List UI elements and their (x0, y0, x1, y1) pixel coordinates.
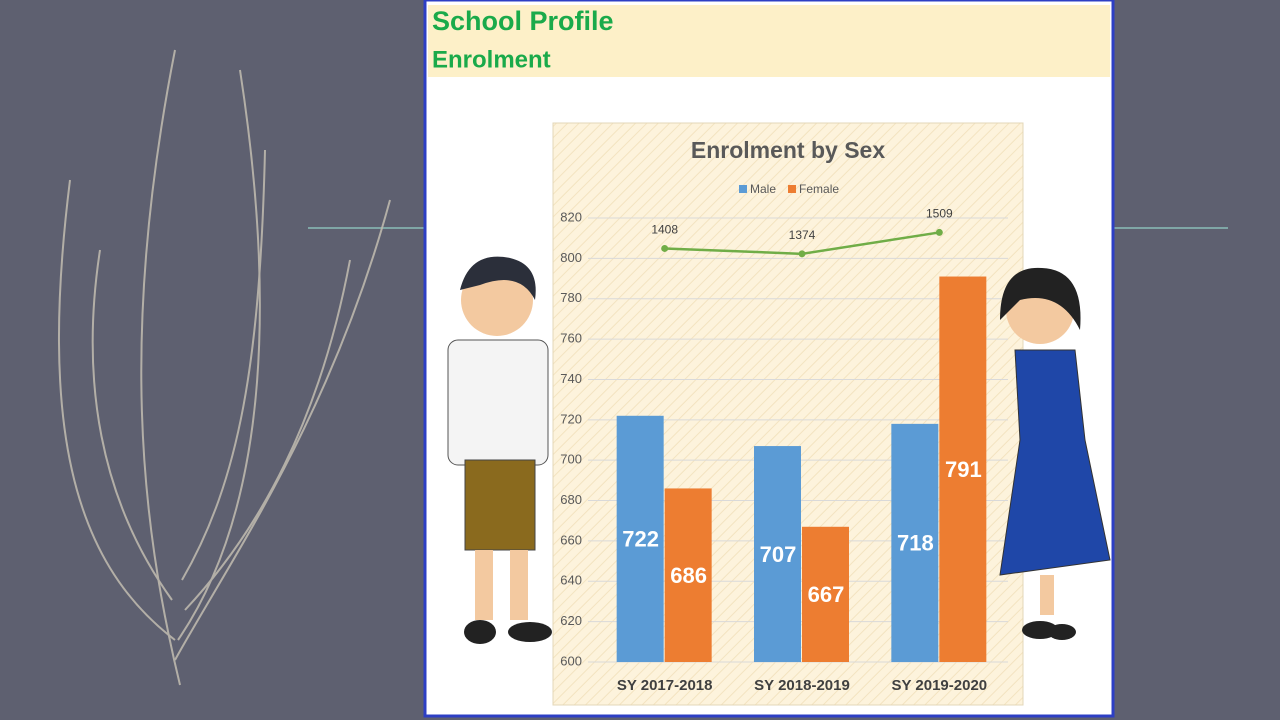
y-tick-label: 780 (560, 290, 582, 305)
line-value-label: 1509 (926, 207, 953, 221)
line-value-label: 1374 (789, 228, 816, 242)
line-point (798, 250, 806, 258)
line-point (661, 244, 669, 252)
bar (664, 488, 712, 662)
legend-swatch (739, 185, 747, 193)
line-value-label: 1408 (651, 223, 678, 237)
y-tick-label: 820 (560, 209, 582, 224)
boy-illustration (447, 256, 552, 644)
y-tick-label: 720 (560, 411, 582, 426)
legend-swatch (788, 185, 797, 193)
y-tick-label: 740 (560, 371, 582, 386)
y-tick-label: 640 (560, 573, 582, 588)
x-tick-label: SY 2019-2020 (892, 677, 988, 694)
bar-value-label: 718 (897, 531, 934, 556)
bar-value-label: 667 (808, 582, 845, 607)
feather-decoration (58, 49, 391, 686)
line-point (935, 228, 943, 236)
page-title: School Profile (432, 6, 614, 36)
header-band (428, 5, 1110, 77)
chart-title: Enrolment by Sex (691, 137, 885, 163)
legend-label: Female (799, 182, 839, 196)
y-tick-label: 620 (560, 613, 582, 628)
legend-label: Male (750, 182, 776, 196)
bar (802, 526, 849, 662)
x-tick-label: SY 2018-2019 (754, 677, 850, 694)
bar (616, 415, 664, 662)
bar (939, 276, 987, 662)
y-tick-label: 760 (560, 331, 582, 346)
bar (754, 446, 801, 662)
y-tick-label: 680 (560, 492, 582, 507)
y-tick-label: 800 (560, 250, 582, 265)
bar (891, 423, 939, 662)
y-tick-label: 700 (560, 452, 582, 467)
bar-value-label: 707 (760, 542, 797, 567)
y-tick-label: 600 (560, 653, 582, 668)
bar-value-label: 686 (670, 563, 707, 588)
bar-value-label: 791 (945, 457, 982, 482)
y-tick-label: 660 (560, 532, 582, 547)
bar-value-label: 722 (622, 527, 659, 552)
x-tick-label: SY 2017-2018 (617, 677, 713, 694)
girl-illustration (999, 267, 1111, 640)
page-subtitle: Enrolment (432, 46, 551, 73)
